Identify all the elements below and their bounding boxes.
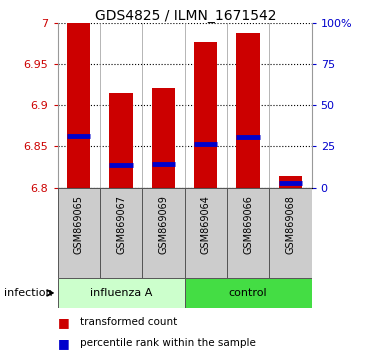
Text: percentile rank within the sample: percentile rank within the sample bbox=[80, 338, 256, 348]
Text: GSM869069: GSM869069 bbox=[158, 195, 168, 254]
Text: GSM869067: GSM869067 bbox=[116, 195, 126, 254]
Bar bbox=[67, 23, 90, 188]
Bar bbox=[194, 42, 217, 188]
Bar bbox=[109, 93, 133, 188]
Text: ■: ■ bbox=[58, 337, 69, 350]
Text: GSM869065: GSM869065 bbox=[74, 195, 84, 254]
Text: GSM869066: GSM869066 bbox=[243, 195, 253, 254]
Bar bbox=[100, 188, 142, 278]
Bar bbox=[279, 176, 302, 188]
Text: GSM869064: GSM869064 bbox=[201, 195, 211, 254]
Text: GDS4825 / ILMN_1671542: GDS4825 / ILMN_1671542 bbox=[95, 9, 276, 23]
Text: influenza A: influenza A bbox=[90, 288, 152, 298]
Text: GSM869068: GSM869068 bbox=[285, 195, 295, 254]
Bar bbox=[236, 33, 260, 188]
Text: control: control bbox=[229, 288, 267, 298]
Text: infection: infection bbox=[4, 288, 52, 298]
Text: transformed count: transformed count bbox=[80, 317, 177, 327]
Bar bbox=[58, 278, 185, 308]
Bar bbox=[142, 188, 185, 278]
Bar bbox=[185, 188, 227, 278]
Bar bbox=[227, 188, 269, 278]
Bar bbox=[269, 188, 312, 278]
Bar bbox=[58, 188, 100, 278]
Bar bbox=[185, 278, 312, 308]
Bar bbox=[152, 88, 175, 188]
Text: ■: ■ bbox=[58, 316, 69, 329]
